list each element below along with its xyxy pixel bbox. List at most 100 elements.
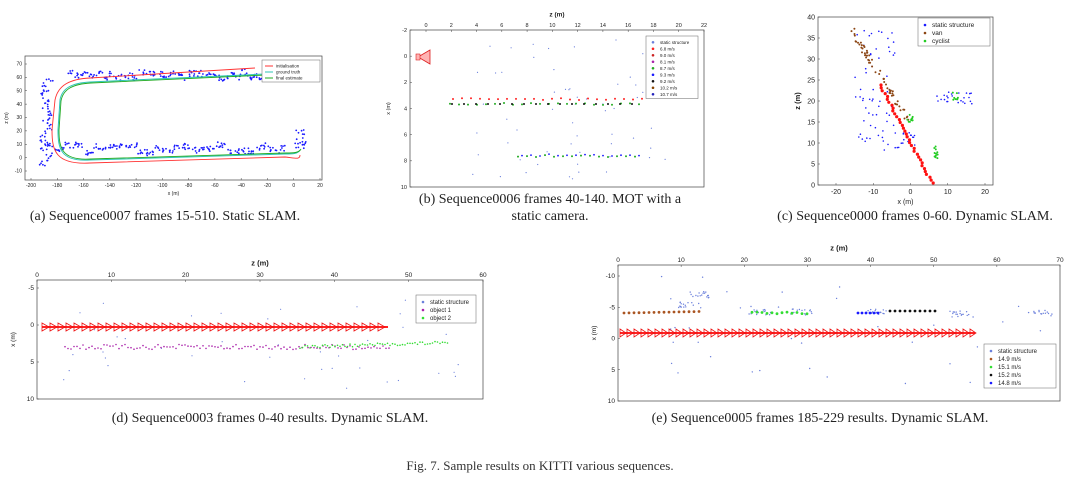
subfig-c-static-point [947,91,950,93]
subfig-e-static-point [701,276,704,278]
subfig-a-landmarks-point [253,76,256,78]
subfig-b-track-1b-point [506,97,508,100]
subfig-d-static-point [220,312,222,314]
subfig-e-camera-pose [857,328,865,338]
subfig-c-static-point [971,102,973,105]
subfig-a-landmarks-point [163,75,166,78]
subfig-a-landmarks-point [48,114,51,116]
subfig-e-object-3-point [908,309,912,313]
subfig-a-landmarks-point [280,145,283,147]
subfig-e-camera-pose [885,328,893,338]
subfig-e-camera-pose [724,328,732,338]
subfig-a-landmarks-point [269,150,272,153]
subfig-e-object-1-point [677,310,681,314]
subfig-c-van-point [894,102,897,105]
subfig-a-landmarks-point [161,147,164,150]
subfig-a-legend [261,59,321,83]
subfig-c-cyclist-point [911,115,914,118]
subfig-e-static-point [685,306,687,308]
subfig-a-legend-entry: initialisation [276,64,300,69]
subfig-e-camera-pose [969,328,977,338]
subfig-b-static-point [650,127,653,129]
subfig-a-landmarks-point [155,145,158,147]
subfig-d-static-point [402,326,404,328]
subfig-d-object-1-point [145,346,147,349]
subfig-c-cyclist-point [936,157,939,160]
subfig-a-landmarks-point [48,78,50,80]
subfig-b-track-1c-point [595,103,597,105]
subfig-a-landmarks-point [64,143,67,146]
subfig-e-static-point [726,291,728,293]
subfig-c-legend-entry: static structure [932,22,975,29]
caption-c: (c) Sequence0000 frames 0-60. Dynamic SL… [777,209,1053,224]
subfig-d-object-1-point [64,345,66,348]
subfig-e-object-4-point [860,311,864,315]
subfig-c-static-point [913,144,916,146]
subfig-a-landmarks-point [160,70,162,73]
subfig-e-camera-pose [703,328,711,338]
subfig-e-ytick: -5 [609,304,615,311]
subfig-e-static-point [763,310,765,313]
subfig-d-object-2-point [369,343,371,345]
subfig-e-camera-pose [696,328,704,338]
subfig-d-object-1-point [292,348,294,351]
subfig-d-static-point [102,351,104,353]
subfig-c-track-point [920,161,924,165]
subfig-a-landmarks-point [130,143,133,146]
subfig-a-landmarks-point [47,111,50,113]
subfig-c: -20 -10 0 10 20 40 35 30 25 20 15 10 5 0 x (m) z (m) sta… [793,14,994,206]
subfig-d-static-point [331,367,333,369]
subfig-c-van-point [896,103,899,106]
subfig-d-object-2-point [309,347,311,349]
subfig-c-van-point [853,34,856,37]
subfig-b-track-2b-point [557,154,559,157]
subfig-e-static-point [677,372,679,374]
figure-caption: Fig. 7. Sample results on KITTI various … [406,458,674,473]
subfig-d-camera-pose [281,322,290,332]
subfig-a-landmarks-point [46,105,49,108]
subfig-b-track-1b-point [497,98,499,101]
subfig-b-track-1b-point [632,98,634,101]
subfig-a-landmarks-point [184,148,187,151]
subfig-b-static-point [605,171,608,173]
subfig-c-van-point [853,27,856,30]
subfig-d-static-point [453,371,455,373]
subfig-a-landmarks-point [101,71,104,74]
subfig-e-static-point [792,308,794,310]
subfig-c-van-point [906,115,909,118]
subfig-a-landmarks-point [76,72,79,74]
subfig-b-track-1c-point [631,103,633,105]
subfig-d-camera-pose [321,322,330,332]
subfig-a-landmarks-point [270,149,272,151]
subfig-b-static-point [650,147,652,149]
subfig-c-van [850,27,910,121]
subfig-d-object-1-point [133,348,135,351]
subfig-d-object-1-point [142,344,144,347]
subfig-e-static-point [1017,305,1020,308]
subfig-b-track-1b-point [551,97,553,100]
subfig-a-landmarks-point [44,102,47,104]
subfig-d-object-1-point [100,348,102,350]
subfig-b-track-1c-point [559,103,561,105]
subfig-d-object-2-point [336,344,339,347]
subfig-c-static-point [870,32,873,35]
subfig-a-landmarks-point [86,154,89,156]
subfig-a-landmarks-point [219,145,222,148]
subfig-b-static-point [506,118,508,120]
subfig-c-static-point [903,138,905,141]
subfig-b-static-point [610,143,613,145]
subfig-c-van-point [854,40,857,43]
subfig-e-static-point [968,313,970,316]
subfig-b-track-1c-point [571,103,573,105]
subfig-d-object-1-point [289,346,291,349]
subfig-b-static-point [533,56,535,59]
subfig-d-camera-pose [377,322,386,332]
subfig-e-camera-pose [864,328,872,338]
subfig-a-landmarks-point [108,72,111,75]
subfig-c-ytick: 25 [807,77,815,84]
subfig-e-static-point [838,286,841,288]
subfig-d-object-1-point [211,345,213,347]
subfig-d-object-1-point [337,347,339,349]
subfig-a-landmarks-point [269,146,272,149]
subfig-e-ytick: -10 [606,273,616,280]
